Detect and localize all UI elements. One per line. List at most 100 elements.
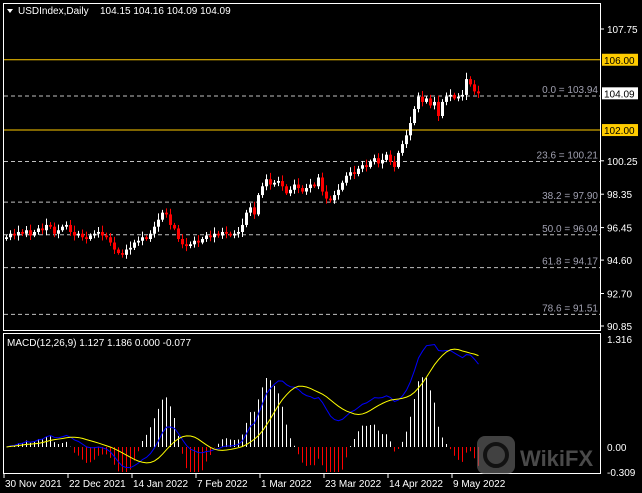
price-tick-label: 92.70 bbox=[607, 289, 632, 300]
candle-body bbox=[29, 230, 32, 236]
candle-body bbox=[157, 219, 160, 227]
candles bbox=[5, 72, 480, 259]
macd-tick-label: 1.316 bbox=[607, 335, 632, 346]
wikifx-watermark: WikiFX bbox=[477, 436, 593, 474]
candle-body bbox=[421, 96, 424, 102]
candle-body bbox=[81, 233, 84, 238]
time-tick-label: 1 Mar 2022 bbox=[261, 479, 312, 490]
candle-body bbox=[101, 231, 104, 236]
candle-body bbox=[97, 231, 100, 234]
candle-body bbox=[37, 228, 40, 232]
macd-title: MACD(12,26,9) 1.127 1.186 0.000 -0.077 bbox=[7, 338, 191, 349]
candle-body bbox=[69, 224, 72, 232]
candle-body bbox=[149, 233, 152, 240]
ohlc-values: 104.15 104.16 104.09 104.09 bbox=[100, 6, 231, 17]
candle-body bbox=[217, 233, 220, 236]
candle-body bbox=[213, 233, 216, 238]
price-tick-label: 100.25 bbox=[607, 157, 638, 168]
macd-line bbox=[6, 344, 479, 469]
candle-body bbox=[469, 79, 472, 85]
current-price-label: 104.09 bbox=[604, 89, 635, 100]
candle-body bbox=[373, 158, 376, 162]
candle-body bbox=[141, 237, 144, 241]
candle-body bbox=[233, 233, 236, 236]
candle-body bbox=[465, 79, 468, 95]
candle-body bbox=[13, 233, 16, 236]
candle-body bbox=[269, 179, 272, 185]
candle-body bbox=[249, 207, 252, 213]
candle-body bbox=[121, 253, 124, 255]
candle-body bbox=[209, 235, 212, 238]
candle-body bbox=[257, 195, 260, 215]
candle-body bbox=[453, 94, 456, 99]
candle-body bbox=[349, 172, 352, 176]
candle-body bbox=[365, 165, 368, 167]
candle-body bbox=[297, 184, 300, 189]
macd-tick-label: -0.309 bbox=[607, 468, 636, 479]
candle-body bbox=[445, 96, 448, 102]
candle-body bbox=[25, 230, 28, 234]
candle-body bbox=[173, 224, 176, 229]
candle-body bbox=[17, 231, 20, 236]
candle-body bbox=[85, 237, 88, 240]
fibonacci-level-label: 38.2 = 97.90 bbox=[542, 191, 598, 202]
candle-body bbox=[333, 195, 336, 201]
candle-body bbox=[181, 239, 184, 245]
candle-body bbox=[285, 186, 288, 194]
candle-body bbox=[409, 123, 412, 136]
candle-body bbox=[129, 247, 132, 250]
candle-body bbox=[93, 233, 96, 236]
price-tick-label: 94.60 bbox=[607, 256, 632, 267]
symbol-label: USDIndex,Daily bbox=[18, 6, 89, 17]
time-tick-label: 23 Mar 2022 bbox=[325, 479, 382, 490]
candle-body bbox=[117, 249, 120, 254]
time-tick-label: 30 Nov 2021 bbox=[5, 479, 62, 490]
candle-body bbox=[461, 94, 464, 97]
candle-body bbox=[205, 235, 208, 240]
candle-body bbox=[165, 212, 168, 215]
candle-body bbox=[377, 158, 380, 164]
candle-body bbox=[265, 179, 268, 187]
time-tick-label: 7 Feb 2022 bbox=[197, 479, 248, 490]
level-price-tag bbox=[602, 53, 638, 66]
candle-body bbox=[161, 212, 164, 220]
candle-body bbox=[301, 188, 304, 192]
fibonacci-level-label: 0.0 = 103.94 bbox=[542, 85, 598, 96]
time-tick-label: 14 Jan 2022 bbox=[133, 479, 188, 490]
candle-body bbox=[289, 189, 292, 194]
dropdown-triangle-icon[interactable] bbox=[7, 9, 13, 13]
candle-body bbox=[221, 231, 224, 236]
price-tick-label: 90.85 bbox=[607, 322, 632, 333]
candle-body bbox=[89, 235, 92, 240]
candle-body bbox=[137, 240, 140, 243]
candle-body bbox=[169, 214, 172, 225]
candle-body bbox=[401, 144, 404, 153]
candle-body bbox=[33, 231, 36, 236]
candle-body bbox=[277, 181, 280, 183]
candle-body bbox=[477, 91, 480, 94]
candle-body bbox=[293, 184, 296, 190]
candle-body bbox=[49, 224, 52, 227]
signal-line bbox=[6, 348, 479, 464]
candle-body bbox=[45, 224, 48, 231]
candle-body bbox=[405, 135, 408, 145]
candle-body bbox=[225, 231, 228, 234]
macd-tick-label: 0.00 bbox=[607, 443, 627, 454]
candle-body bbox=[9, 233, 12, 238]
candle-body bbox=[341, 182, 344, 190]
macd-pane-frame bbox=[3, 333, 601, 474]
price-tick-label: 96.45 bbox=[607, 224, 632, 235]
candle-body bbox=[369, 161, 372, 167]
fibonacci-level-label: 23.6 = 100.21 bbox=[537, 151, 599, 162]
main-pane-frame bbox=[3, 3, 601, 331]
candle-body bbox=[345, 175, 348, 183]
candle-body bbox=[113, 242, 116, 250]
candle-body bbox=[5, 237, 8, 240]
candle-body bbox=[177, 228, 180, 240]
candle-body bbox=[185, 244, 188, 247]
candle-body bbox=[189, 244, 192, 247]
candle-body bbox=[381, 159, 384, 164]
time-tick-label: 22 Dec 2021 bbox=[69, 479, 126, 490]
candle-body bbox=[457, 96, 460, 99]
